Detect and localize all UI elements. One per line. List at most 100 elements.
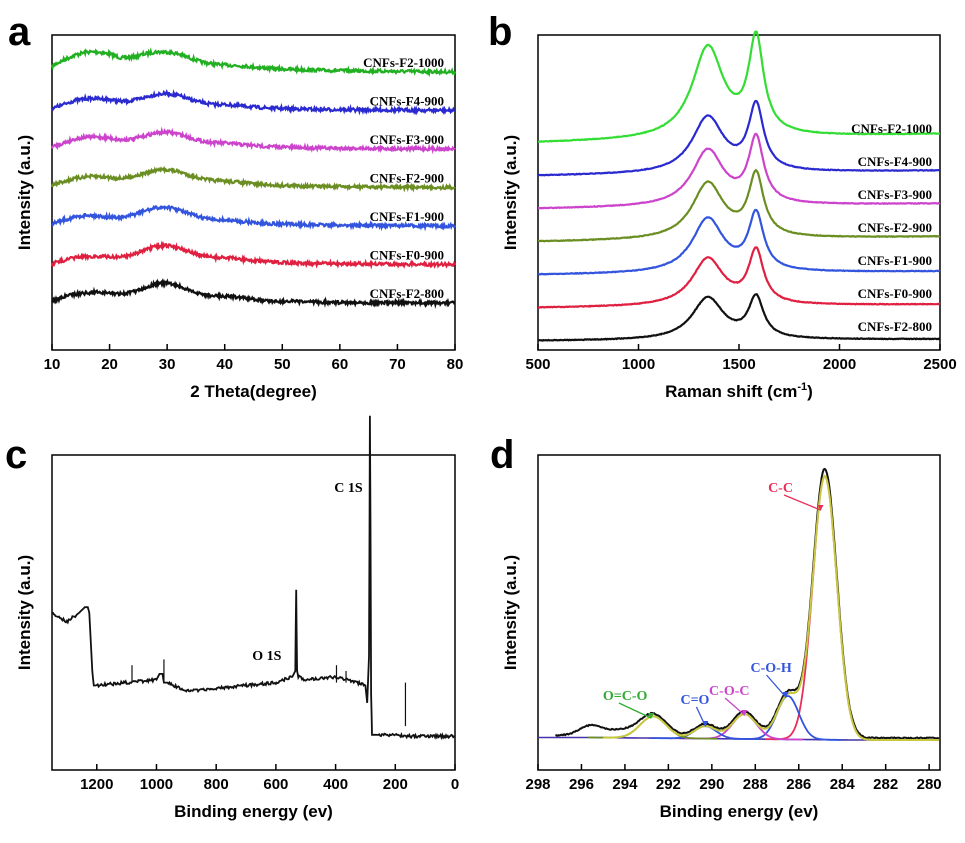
x-tick-label: 1000: [622, 356, 655, 373]
component-label: C-O-C: [709, 684, 749, 699]
series-label: CNFs-F2-1000: [851, 121, 932, 136]
series-label: CNFs-F4-900: [858, 154, 932, 169]
panel-letter-a: a: [8, 10, 31, 54]
series-line: [537, 208, 941, 276]
series-line: [537, 30, 941, 143]
panel-a-xrd-chart: 10 20 30 40 50 60 70 80 2 Theta(degree) Intensity…: [15, 34, 464, 401]
series-line: [50, 165, 456, 193]
series-line: [50, 126, 456, 155]
fit-envelope-line: [603, 474, 939, 741]
x-axis-label-main: Raman shift (cm: [665, 382, 797, 401]
x-tick-label: 284: [830, 776, 856, 793]
annotation-arrow: [766, 674, 787, 698]
x-tick-label: 400: [323, 776, 348, 793]
y-axis-label: Intensity (a.u.): [15, 135, 34, 250]
annotation-arrow: [783, 494, 821, 511]
arrow-head: [702, 721, 709, 727]
x-tick-label: 288: [743, 776, 768, 793]
series-label: CNFs-F1-900: [370, 209, 444, 224]
x-tick-label: 60: [332, 356, 349, 373]
component-peak: [651, 725, 759, 740]
component-label: C-C: [768, 481, 793, 496]
panel-c-xps-survey-chart: 1200 1000 800 600 400 200 0 Binding energy (ev)…: [15, 415, 459, 821]
raw-data-line: [554, 467, 940, 740]
x-tick-label: 40: [216, 356, 233, 373]
y-axis-label: Intensity (a.u.): [501, 555, 520, 670]
plot-frame: [537, 454, 941, 771]
series-line: [51, 89, 456, 116]
series-label: CNFs-F0-900: [370, 248, 444, 263]
panel-d-xps-c1s-chart: 298 296 294 292 290 288 286 284 282 280 Binding en…: [501, 454, 942, 821]
panel-letter-d: d: [490, 433, 514, 477]
arrow-head: [741, 710, 748, 716]
panel-letter-c: c: [5, 433, 27, 477]
x-tick-label: 1000: [140, 776, 173, 793]
x-tick-label: 290: [699, 776, 724, 793]
x-tick-label: 298: [525, 776, 550, 793]
x-tick-label: 70: [389, 356, 406, 373]
series-label: CNFs-F2-800: [370, 286, 444, 301]
x-tick-label: 1200: [80, 776, 113, 793]
series-line: [538, 132, 941, 210]
series-line: [537, 292, 941, 342]
peak-annotation: C 1S: [334, 481, 363, 496]
series-line: [51, 415, 456, 741]
x-tick-label: 296: [569, 776, 594, 793]
series-label: CNFs-F2-1000: [363, 55, 444, 70]
x-axis-label: Raman shift (cm-1): [665, 381, 813, 401]
plot-frame: [51, 34, 456, 351]
series-label: CNFs-F2-900: [370, 171, 444, 186]
series-label: CNFs-F0-900: [858, 286, 932, 301]
x-tick-label: 30: [159, 356, 176, 373]
y-axis-label: Intensity (a.u.): [501, 135, 520, 250]
series-line: [537, 99, 941, 177]
arrow-head: [782, 692, 789, 698]
arrow-head: [817, 505, 824, 511]
series-line: [51, 278, 456, 309]
plot-frame: [51, 454, 456, 771]
x-axis-label: 2 Theta(degree): [190, 382, 317, 401]
x-axis-label: Binding energy (ev): [660, 802, 819, 821]
x-tick-label: 50: [274, 356, 291, 373]
x-axis-label-sup: -1: [797, 381, 807, 393]
x-tick-label: 286: [786, 776, 811, 793]
series-label: CNFs-F3-900: [858, 187, 932, 202]
annotation-arrow: [618, 702, 652, 719]
x-tick-label: 200: [383, 776, 408, 793]
x-tick-label: 600: [263, 776, 288, 793]
annotation-arrow: [724, 697, 745, 716]
x-tick-label: 280: [917, 776, 942, 793]
component-peak: [733, 695, 842, 741]
component-label: C=O: [680, 693, 709, 708]
series-line: [50, 47, 456, 78]
y-axis-label: Intensity (a.u.): [15, 555, 34, 670]
x-tick-label: 1500: [722, 356, 755, 373]
x-tick-label: 292: [656, 776, 681, 793]
series-label: CNFs-F4-900: [370, 94, 444, 109]
component-label: C-O-H: [751, 661, 792, 676]
x-tick-label: 0: [451, 776, 459, 793]
series-line: [51, 204, 456, 232]
series-label: CNFs-F2-900: [858, 220, 932, 235]
x-tick-label: 282: [873, 776, 898, 793]
panel-letter-b: b: [488, 10, 512, 54]
component-label: O=C-O: [603, 689, 648, 704]
x-tick-label: 10: [44, 356, 61, 373]
series-line: [537, 246, 941, 309]
x-tick-label: 2000: [823, 356, 856, 373]
series-line: [50, 240, 456, 270]
panel-b-raman-chart: 500 1000 1500 2000 2500 Raman shift (cm-1) Int…: [501, 30, 957, 401]
series-label: CNFs-F3-900: [370, 132, 444, 147]
x-axis-label: Binding energy (ev): [174, 802, 333, 821]
x-tick-label: 80: [447, 356, 464, 373]
x-tick-label: 2500: [923, 356, 956, 373]
x-tick-label: 20: [101, 356, 118, 373]
x-tick-label: 294: [612, 776, 638, 793]
series-label: CNFs-F2-800: [858, 319, 932, 334]
x-tick-label: 500: [525, 356, 550, 373]
arrow-head: [647, 713, 654, 719]
peak-annotation: O 1S: [252, 649, 281, 664]
x-axis-label-end: ): [807, 382, 813, 401]
series-line: [537, 168, 941, 243]
